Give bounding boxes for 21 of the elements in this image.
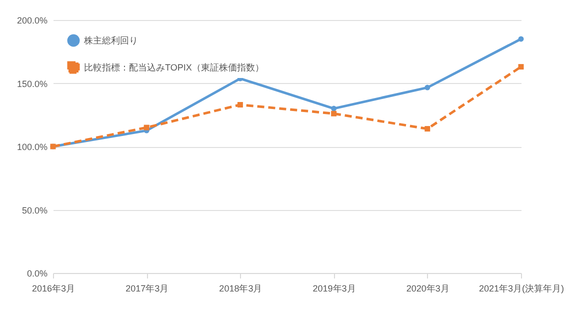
y-tick-label: 200.0% xyxy=(16,16,48,26)
point xyxy=(144,124,150,130)
x-tick-label: 2017年3月 xyxy=(126,284,169,294)
point xyxy=(424,126,430,132)
legend-label: 株主総利回り xyxy=(83,36,138,46)
x-tick-label: 2020年3月 xyxy=(406,284,450,294)
x-tick-label: 2016年3月 xyxy=(32,284,76,294)
point xyxy=(518,64,524,70)
legend-label: 比較指標：配当込みTOPIX（東証株価指数） xyxy=(84,62,264,72)
y-tick-label: 50.0% xyxy=(22,205,48,216)
x-tick-label: 2021年3月(決算年月) xyxy=(478,284,564,294)
x-tick-label: 2019年3月 xyxy=(312,284,356,294)
point xyxy=(331,106,337,112)
point xyxy=(518,36,524,42)
point xyxy=(331,110,337,116)
y-tick-label: 150.0% xyxy=(16,78,48,89)
y-tick-label: 0.0% xyxy=(26,268,48,278)
x-tick-label: 2018年3月 xyxy=(219,284,262,294)
y-tick-label: 100.0% xyxy=(16,142,48,152)
point xyxy=(237,102,243,108)
point xyxy=(424,84,430,90)
